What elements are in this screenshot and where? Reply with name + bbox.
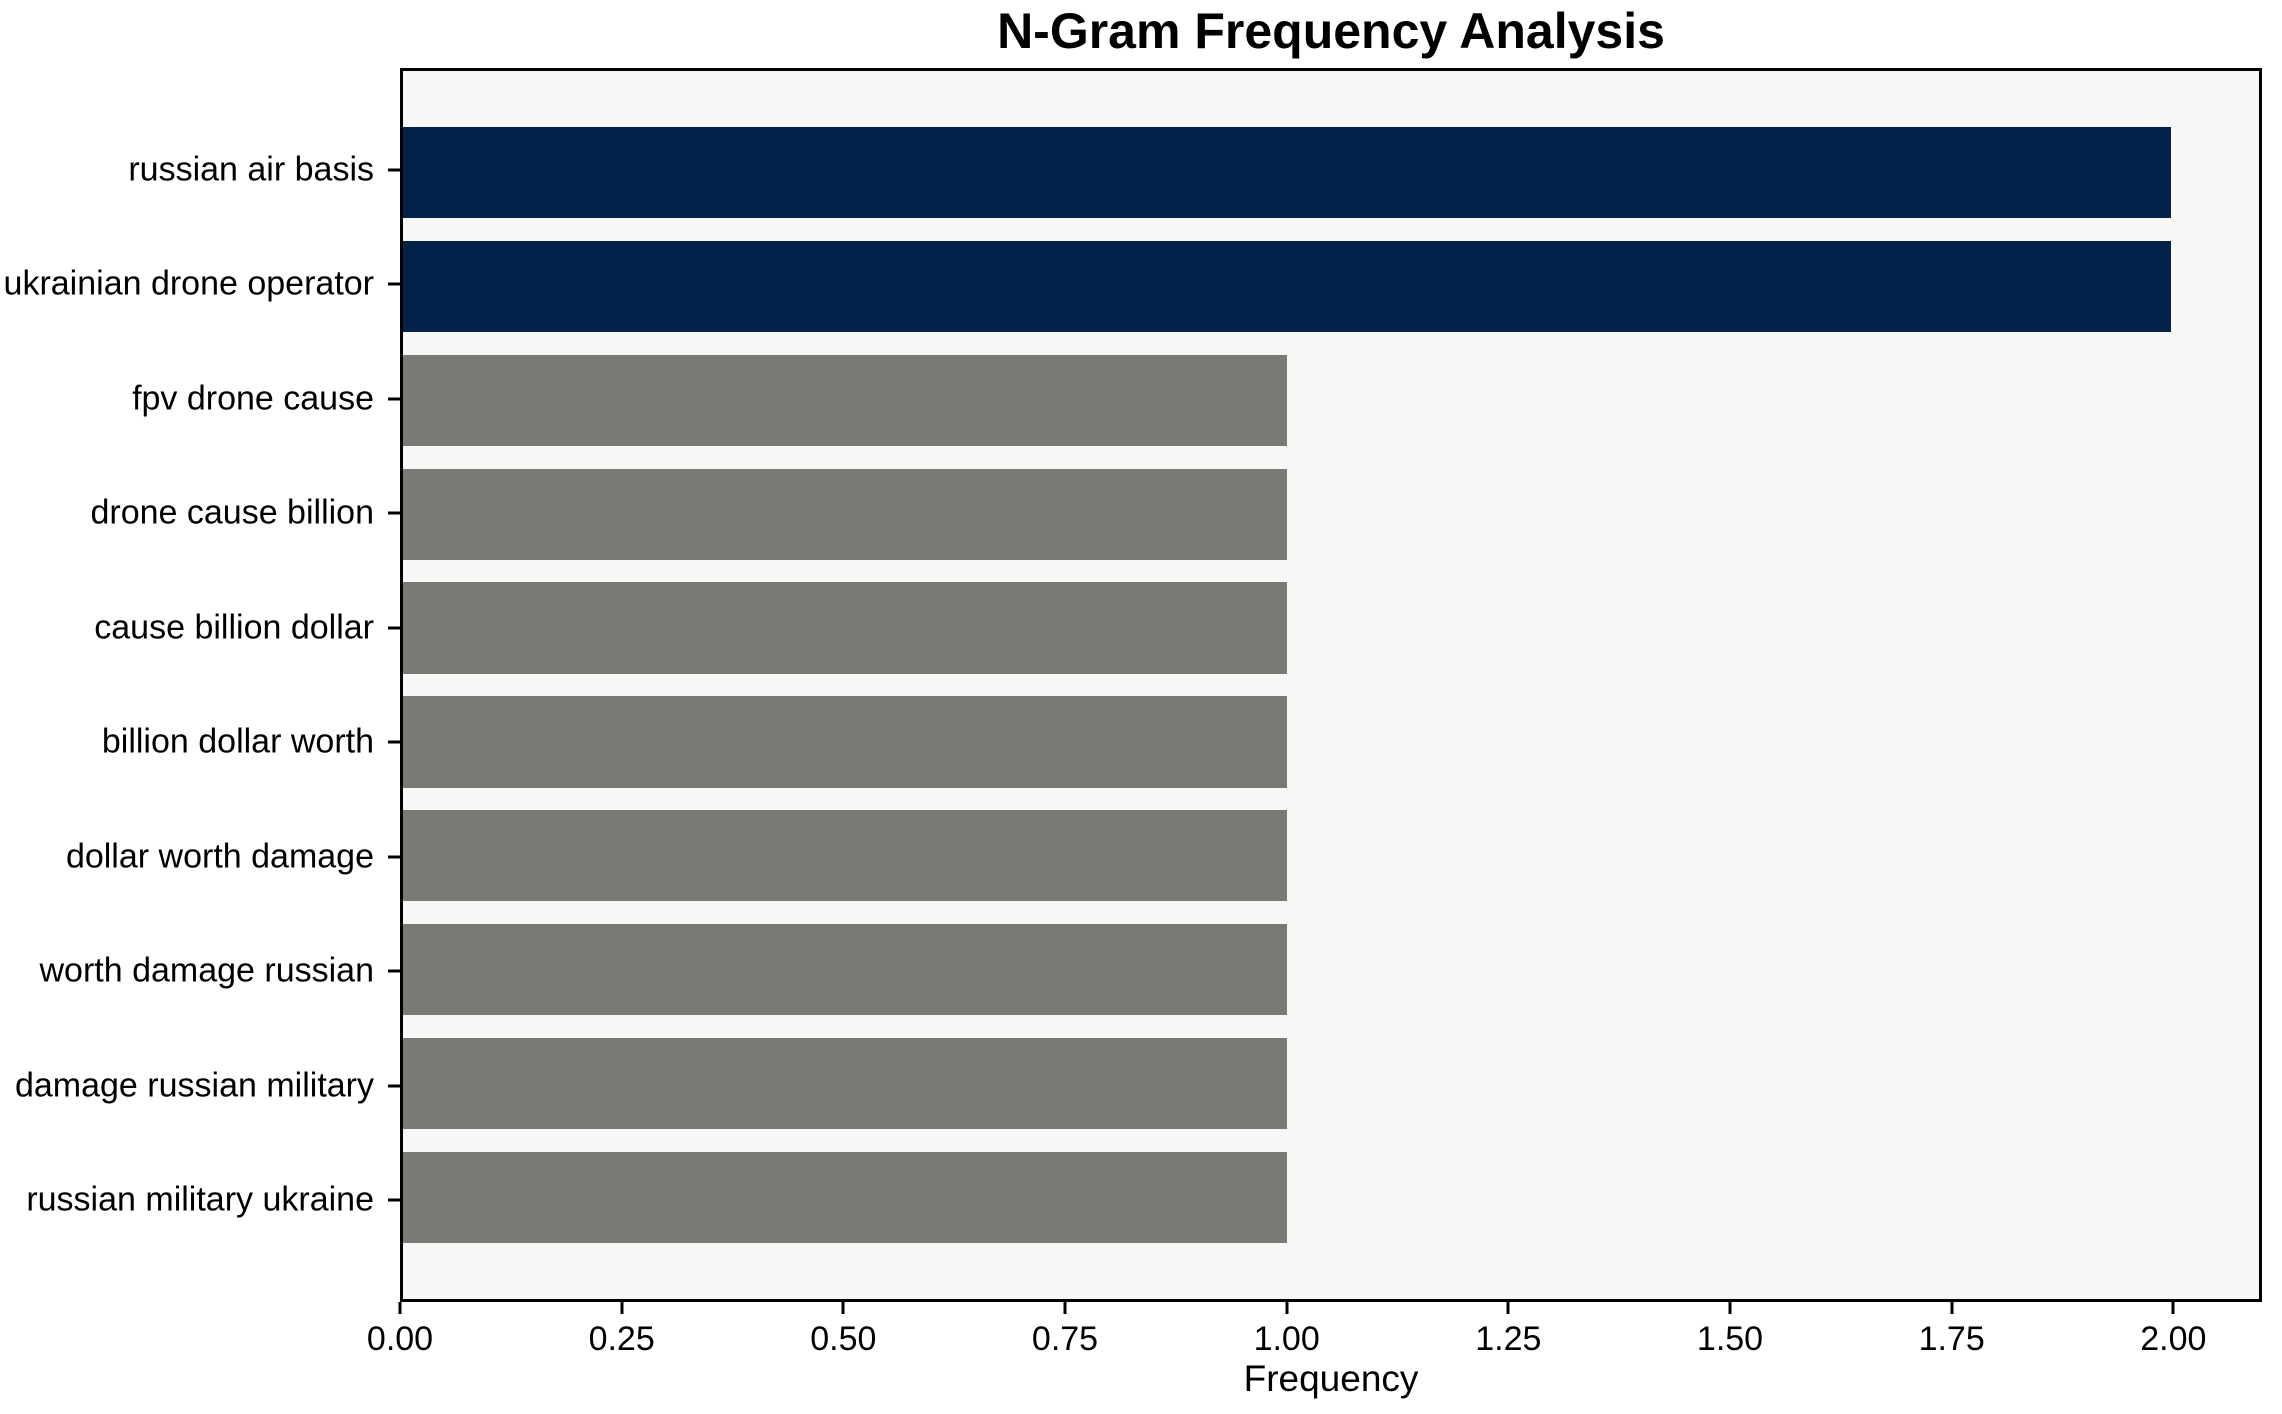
x-tick-mark: [398, 1302, 402, 1314]
y-tick-label: fpv drone cause: [132, 379, 374, 418]
y-tick-label: drone cause billion: [90, 493, 374, 532]
bar: [403, 468, 1287, 560]
x-tick-mark: [1506, 1302, 1510, 1314]
y-tick-mark: [388, 626, 400, 630]
x-tick-label: 0.50: [810, 1320, 877, 1358]
x-tick-mark: [1728, 1302, 1732, 1314]
bar: [403, 924, 1287, 1016]
chart-title: N-Gram Frequency Analysis: [997, 3, 1665, 59]
y-tick-label: ukrainian drone operator: [3, 264, 374, 303]
bar: [403, 126, 2171, 218]
bar: [403, 240, 2171, 332]
y-tick-mark: [388, 397, 400, 401]
x-tick-label: 1.50: [1696, 1320, 1764, 1358]
x-tick-label: 0.75: [1031, 1320, 1099, 1358]
x-tick-mark: [620, 1302, 624, 1314]
x-tick-label: 2.00: [2140, 1320, 2207, 1358]
y-tick-label: damage russian military: [14, 1066, 374, 1105]
y-tick-mark: [388, 168, 400, 172]
y-axis: russian air basis ukrainian drone operato…: [0, 68, 400, 1302]
y-tick-mark: [388, 855, 400, 859]
x-tick-mark: [2171, 1302, 2175, 1314]
y-tick-mark: [388, 969, 400, 973]
y-tick-mark: [388, 282, 400, 286]
bar: [403, 582, 1287, 674]
y-tick-label: dollar worth damage: [65, 837, 374, 876]
x-tick-label: 0.25: [588, 1320, 655, 1358]
x-tick-mark: [1063, 1302, 1067, 1314]
y-tick-label: russian military ukraine: [26, 1180, 374, 1219]
x-tick-mark: [1950, 1302, 1954, 1314]
y-tick-mark: [388, 511, 400, 515]
x-tick-label: 1.75: [1918, 1320, 1985, 1358]
y-tick-mark: [388, 1198, 400, 1202]
x-axis: 0.00 0.25 0.50 0.75 1.00 1.25 1.50 1.75 2.00: [367, 1302, 2262, 1414]
x-axis-label: Frequency: [1243, 1358, 1419, 1399]
y-tick-mark: [388, 740, 400, 744]
x-tick-mark: [1285, 1302, 1289, 1314]
y-tick-mark: [388, 1084, 400, 1088]
x-tick-label: 1.25: [1475, 1320, 1542, 1358]
y-tick-label: billion dollar worth: [101, 722, 374, 761]
bar: [403, 696, 1287, 788]
x-tick-label: 0.00: [366, 1320, 434, 1358]
bar: [403, 1038, 1287, 1130]
bar: [403, 354, 1287, 446]
y-tick-label: worth damage russian: [39, 951, 374, 990]
x-tick-label: 1.00: [1253, 1320, 1320, 1358]
y-tick-label: cause billion dollar: [94, 608, 374, 647]
bar: [403, 1152, 1287, 1244]
plot-area: [400, 68, 2262, 1302]
y-tick-label: russian air basis: [128, 150, 374, 189]
x-tick-mark: [841, 1302, 845, 1314]
bar: [403, 810, 1287, 902]
